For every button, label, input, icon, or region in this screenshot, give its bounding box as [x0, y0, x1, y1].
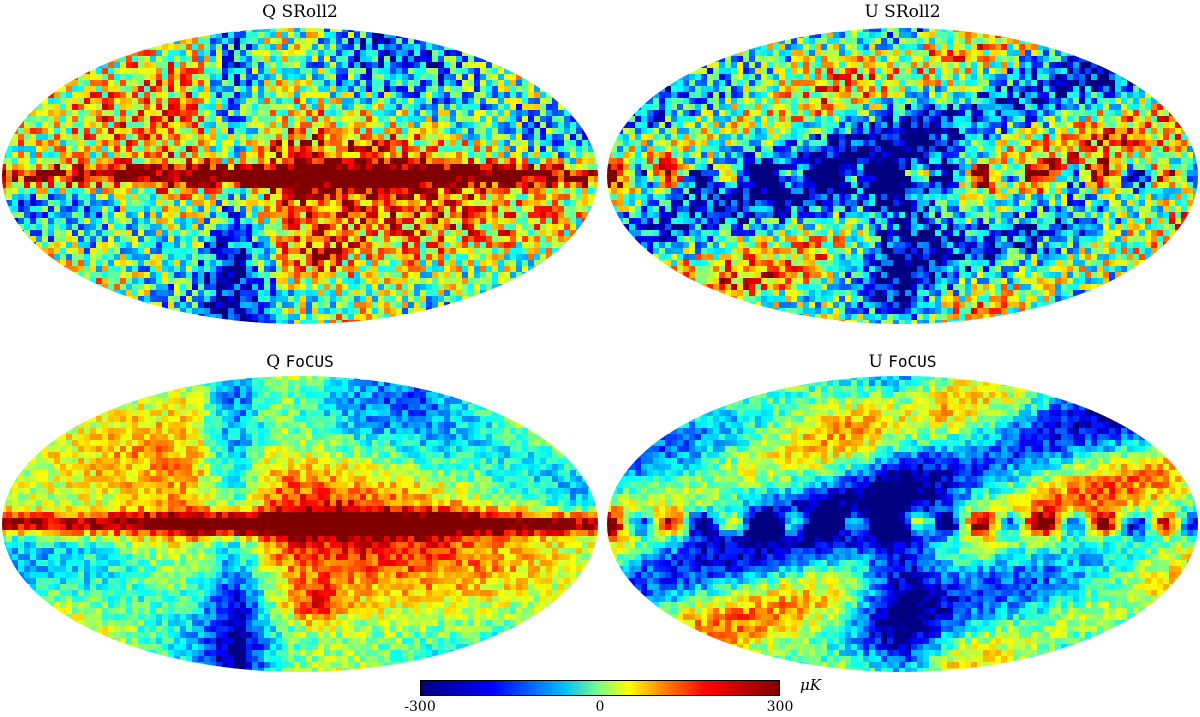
map-panel-q-focus: Q FoCUS [0, 352, 600, 677]
colorbar-unit-label: μK [800, 676, 821, 694]
stokes-label: U [868, 352, 883, 372]
mollweide-map [2, 376, 598, 672]
method-label: FoCUS [888, 352, 937, 371]
sky-map-pixels [2, 28, 598, 324]
panel-title: U SRoll2 [605, 2, 1200, 22]
colorbar-max-label: 300 [766, 699, 794, 715]
colorbar: -300 0 300 μK [404, 676, 840, 717]
panel-title: U FoCUS [605, 352, 1200, 372]
colorbar-mid-label: 0 [595, 699, 605, 715]
panel-title: Q FoCUS [0, 352, 600, 372]
method-label: SRoll2 [281, 2, 338, 22]
sky-map-pixels [2, 376, 598, 672]
mollweide-map [2, 28, 598, 324]
map-panel-u-sroll2: U SRoll2 [605, 0, 1200, 340]
stokes-label: Q [262, 2, 277, 22]
colorbar-gradient [420, 680, 780, 696]
sky-map-pixels [607, 28, 1198, 324]
mollweide-map [607, 28, 1198, 324]
map-panel-u-focus: U FoCUS [605, 352, 1200, 677]
panel-title: Q SRoll2 [0, 2, 600, 22]
mollweide-map [607, 376, 1198, 672]
stokes-label: U [864, 2, 879, 22]
method-label: SRoll2 [884, 2, 941, 22]
colorbar-min-label: -300 [404, 699, 436, 715]
stokes-label: Q [266, 352, 281, 372]
sky-map-pixels [607, 376, 1198, 672]
map-panel-q-sroll2: Q SRoll2 [0, 0, 600, 340]
method-label: FoCUS [285, 352, 334, 371]
